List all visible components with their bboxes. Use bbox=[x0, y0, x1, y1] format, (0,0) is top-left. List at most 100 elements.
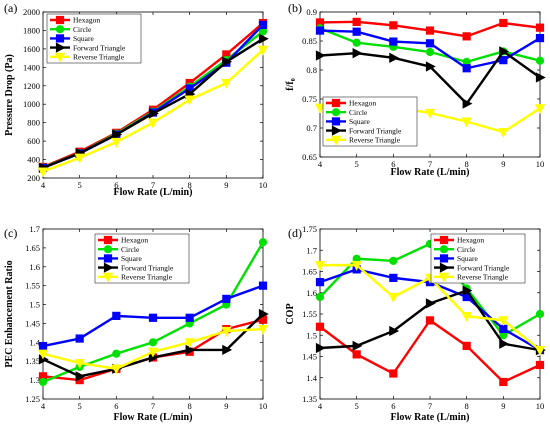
series-forward-triangle bbox=[38, 33, 269, 174]
chart-panel-c: 4 5 6 7 8 9 10 1.25 1.3 1.35 1.4 1.45 1.5 1.55 1.6 1.65… bbox=[4, 224, 269, 423]
legend-entry: Reverse Triangle bbox=[73, 53, 125, 62]
x-tick-label: 4 bbox=[41, 180, 46, 190]
x-tick-label: 9 bbox=[501, 401, 505, 411]
data-point bbox=[389, 256, 398, 265]
legend-entry: Hexagon bbox=[73, 16, 100, 25]
legend-entry: Circle bbox=[349, 108, 368, 117]
data-point bbox=[147, 347, 159, 358]
y-tick-label: 1.65 bbox=[25, 243, 40, 253]
x-tick-label: 5 bbox=[355, 159, 359, 169]
x-tick-label: 7 bbox=[428, 159, 432, 169]
data-point bbox=[425, 26, 435, 35]
y-tick-label: 0.7 bbox=[306, 123, 317, 133]
data-point bbox=[37, 349, 49, 360]
x-tick-label: 10 bbox=[259, 180, 268, 190]
x-axis-label: Flow Rate (L/min) bbox=[391, 167, 470, 178]
data-point bbox=[148, 338, 158, 347]
x-tick-label: 6 bbox=[114, 180, 118, 190]
data-point bbox=[461, 312, 472, 322]
x-tick-label: 5 bbox=[78, 180, 82, 190]
data-point bbox=[112, 349, 121, 358]
data-point bbox=[315, 26, 325, 35]
data-point bbox=[112, 311, 121, 320]
panel-label: (d) bbox=[288, 226, 302, 240]
data-point bbox=[75, 334, 84, 343]
x-tick-label: 10 bbox=[536, 401, 545, 411]
y-tick-label: 0.65 bbox=[302, 152, 317, 162]
legend-swatch-marker bbox=[55, 34, 65, 43]
legend-entry: Square bbox=[121, 254, 142, 263]
data-point bbox=[222, 344, 233, 356]
data-point bbox=[315, 278, 325, 287]
legend-swatch-marker bbox=[331, 117, 341, 126]
data-point bbox=[257, 325, 269, 335]
data-point bbox=[462, 285, 473, 296]
data-point bbox=[534, 346, 546, 356]
data-point bbox=[74, 153, 85, 164]
data-point bbox=[425, 298, 436, 309]
data-point bbox=[37, 167, 49, 178]
y-tick-label: 1.5 bbox=[29, 300, 40, 310]
data-point bbox=[388, 292, 399, 303]
series-reverse-triangle bbox=[37, 325, 269, 375]
data-point bbox=[221, 326, 232, 337]
data-point bbox=[314, 103, 326, 114]
chart-panel-d: 4 5 6 7 8 9 10 1.35 1.4 1.45 1.5 1.55 1.6 1.65 1.7 1.75… bbox=[285, 224, 546, 423]
data-point bbox=[535, 72, 546, 83]
y-tick-label: 1400 bbox=[23, 62, 40, 72]
y-tick-label: 1.55 bbox=[302, 309, 317, 319]
y-tick-label: 2000 bbox=[23, 7, 40, 17]
legend-entry: Square bbox=[457, 254, 478, 263]
legend-swatch-marker bbox=[103, 254, 113, 263]
y-tick-label: 1.25 bbox=[25, 394, 40, 404]
legend-entry: Forward Triangle bbox=[121, 263, 174, 272]
data-point bbox=[462, 98, 473, 109]
y-tick-label: 1.55 bbox=[25, 281, 40, 291]
data-point bbox=[389, 273, 398, 282]
legend-swatch-marker bbox=[331, 108, 341, 117]
series-hexagon bbox=[315, 17, 545, 41]
y-tick-label: 1.4 bbox=[29, 337, 40, 347]
y-tick-label: 1.3 bbox=[29, 375, 40, 385]
data-point bbox=[315, 322, 325, 331]
data-point bbox=[148, 313, 158, 322]
data-point bbox=[535, 34, 545, 43]
x-tick-label: 8 bbox=[188, 180, 192, 190]
legend-swatch-marker bbox=[439, 245, 449, 254]
series-forward-triangle bbox=[315, 46, 546, 109]
x-tick-label: 5 bbox=[355, 401, 359, 411]
panel-label: (a) bbox=[4, 1, 17, 15]
legend-swatch-marker bbox=[439, 262, 450, 273]
data-point bbox=[258, 33, 269, 44]
y-tick-label: 1.35 bbox=[302, 394, 317, 404]
x-tick-label: 4 bbox=[41, 401, 46, 411]
data-point bbox=[499, 324, 508, 333]
x-tick-label: 6 bbox=[114, 401, 118, 411]
data-point bbox=[424, 108, 436, 119]
legend-entry: Forward Triangle bbox=[73, 43, 126, 52]
data-point bbox=[352, 27, 361, 36]
x-tick-label: 6 bbox=[391, 401, 395, 411]
legend-swatch-marker bbox=[54, 52, 66, 63]
data-point bbox=[498, 316, 509, 327]
y-tick-label: 0.85 bbox=[302, 36, 317, 46]
x-tick-label: 7 bbox=[151, 180, 155, 190]
data-point bbox=[499, 338, 510, 349]
y-tick-label: 1.6 bbox=[306, 288, 317, 298]
y-tick-label: 1.6 bbox=[29, 262, 40, 272]
series-hexagon bbox=[315, 316, 545, 387]
y-tick-label: 1800 bbox=[23, 25, 40, 35]
data-point bbox=[185, 344, 196, 356]
data-point bbox=[389, 21, 398, 30]
series-reverse-triangle bbox=[314, 261, 546, 356]
y-axis-label: PEC Enhancement Ratio bbox=[4, 260, 15, 367]
legend-entry: Circle bbox=[457, 245, 476, 254]
panel-label: (b) bbox=[288, 1, 302, 15]
legend-entry: Circle bbox=[121, 245, 140, 254]
legend-swatch-marker bbox=[102, 272, 114, 283]
data-point bbox=[184, 95, 195, 106]
y-tick-label: 0.75 bbox=[302, 94, 317, 104]
legend-swatch-marker bbox=[103, 245, 113, 254]
